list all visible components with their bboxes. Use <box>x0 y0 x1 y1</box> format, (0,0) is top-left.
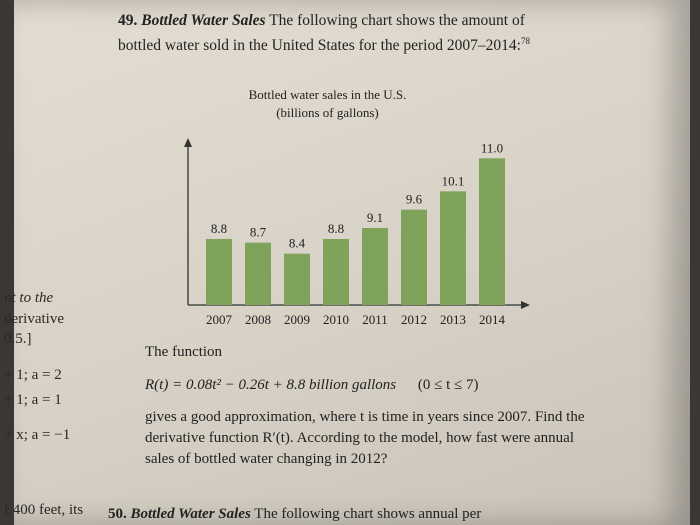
bar-2012 <box>401 209 427 305</box>
category-label-2013: 2013 <box>440 312 466 327</box>
value-label-2013: 10.1 <box>442 173 465 188</box>
category-label-2009: 2009 <box>284 312 310 327</box>
chart-axes <box>184 138 530 309</box>
bar-2007 <box>206 239 232 305</box>
function-domain: (0 ≤ t ≤ 7) <box>417 377 479 393</box>
chart-category-labels: 2007 2008 2009 2010 2011 2012 2013 2014 <box>206 312 506 327</box>
margin-line: f 400 feet, its <box>4 502 84 518</box>
bar-2011 <box>362 228 388 305</box>
category-label-2011: 2011 <box>362 312 388 327</box>
next-problem-intro: The following chart shows annual per <box>254 506 482 522</box>
function-formula-line: R(t) = 0.08t² − 0.26t + 8.8 billion gall… <box>145 377 479 394</box>
margin-line: 0.5.] <box>4 331 32 347</box>
next-problem-title: Bottled Water Sales <box>130 506 251 522</box>
value-label-2011: 9.1 <box>367 210 383 225</box>
problem-50-header: 50. Bottled Water Sales The following ch… <box>108 506 481 523</box>
bar-2014 <box>479 158 505 305</box>
y-axis-arrow <box>184 138 192 147</box>
value-label-2012: 9.6 <box>406 192 423 207</box>
margin-line: derivative <box>4 311 64 327</box>
bar-2010 <box>323 239 349 305</box>
bar-2009 <box>284 253 310 305</box>
chart-subtitle: (billions of gallons) <box>276 105 379 120</box>
problem-body: gives a good approximation, where t is t… <box>145 409 585 467</box>
textbook-page <box>14 0 690 525</box>
margin-line: nt to the <box>4 290 54 306</box>
chart-bars <box>206 158 505 305</box>
value-label-2007: 8.8 <box>211 221 227 236</box>
value-label-2008: 8.7 <box>250 225 267 240</box>
next-problem-number: 50. <box>108 506 127 522</box>
value-label-2010: 8.8 <box>328 221 344 236</box>
value-label-2009: 8.4 <box>289 236 306 251</box>
problem-number: 49. <box>118 12 138 29</box>
footnote-marker: 78 <box>520 36 530 46</box>
margin-line: + 1; a = 1 <box>4 392 62 408</box>
category-label-2007: 2007 <box>206 312 233 327</box>
chart-title: Bottled water sales in the U.S. <box>248 87 407 102</box>
value-label-2014: 11.0 <box>481 140 503 155</box>
problem-intro: The following chart shows the amount of … <box>118 12 525 55</box>
x-axis-arrow <box>521 301 530 309</box>
function-lead: The function <box>145 344 223 360</box>
problem-title: Bottled Water Sales <box>141 12 266 29</box>
bar-2013 <box>440 191 466 305</box>
margin-line: + x; a = −1 <box>4 427 71 443</box>
category-label-2012: 2012 <box>401 312 427 327</box>
function-formula: R(t) = 0.08t² − 0.26t + 8.8 billion gall… <box>145 377 397 393</box>
chart-value-labels: 8.8 8.7 8.4 8.8 9.1 9.6 10.1 11.0 <box>211 140 503 250</box>
category-label-2014: 2014 <box>479 312 506 327</box>
chart-title-block: Bottled water sales in the U.S. (billion… <box>225 86 430 122</box>
problem-49-header: 49. Bottled Water Sales The following ch… <box>118 10 568 56</box>
category-label-2010: 2010 <box>323 312 349 327</box>
bar-2008 <box>245 242 271 305</box>
margin-line: + 1; a = 2 <box>4 367 62 383</box>
category-label-2008: 2008 <box>245 312 271 327</box>
